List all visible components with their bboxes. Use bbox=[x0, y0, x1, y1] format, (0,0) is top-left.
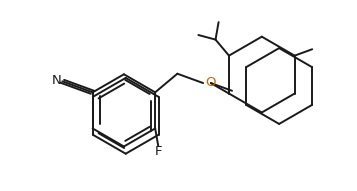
Text: F: F bbox=[155, 145, 162, 158]
Text: N: N bbox=[52, 74, 61, 87]
Text: O: O bbox=[206, 76, 216, 89]
